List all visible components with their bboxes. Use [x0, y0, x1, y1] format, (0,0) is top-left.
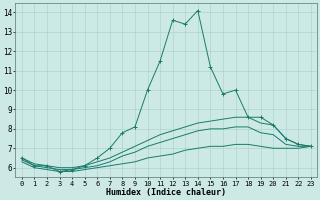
- X-axis label: Humidex (Indice chaleur): Humidex (Indice chaleur): [106, 188, 226, 197]
